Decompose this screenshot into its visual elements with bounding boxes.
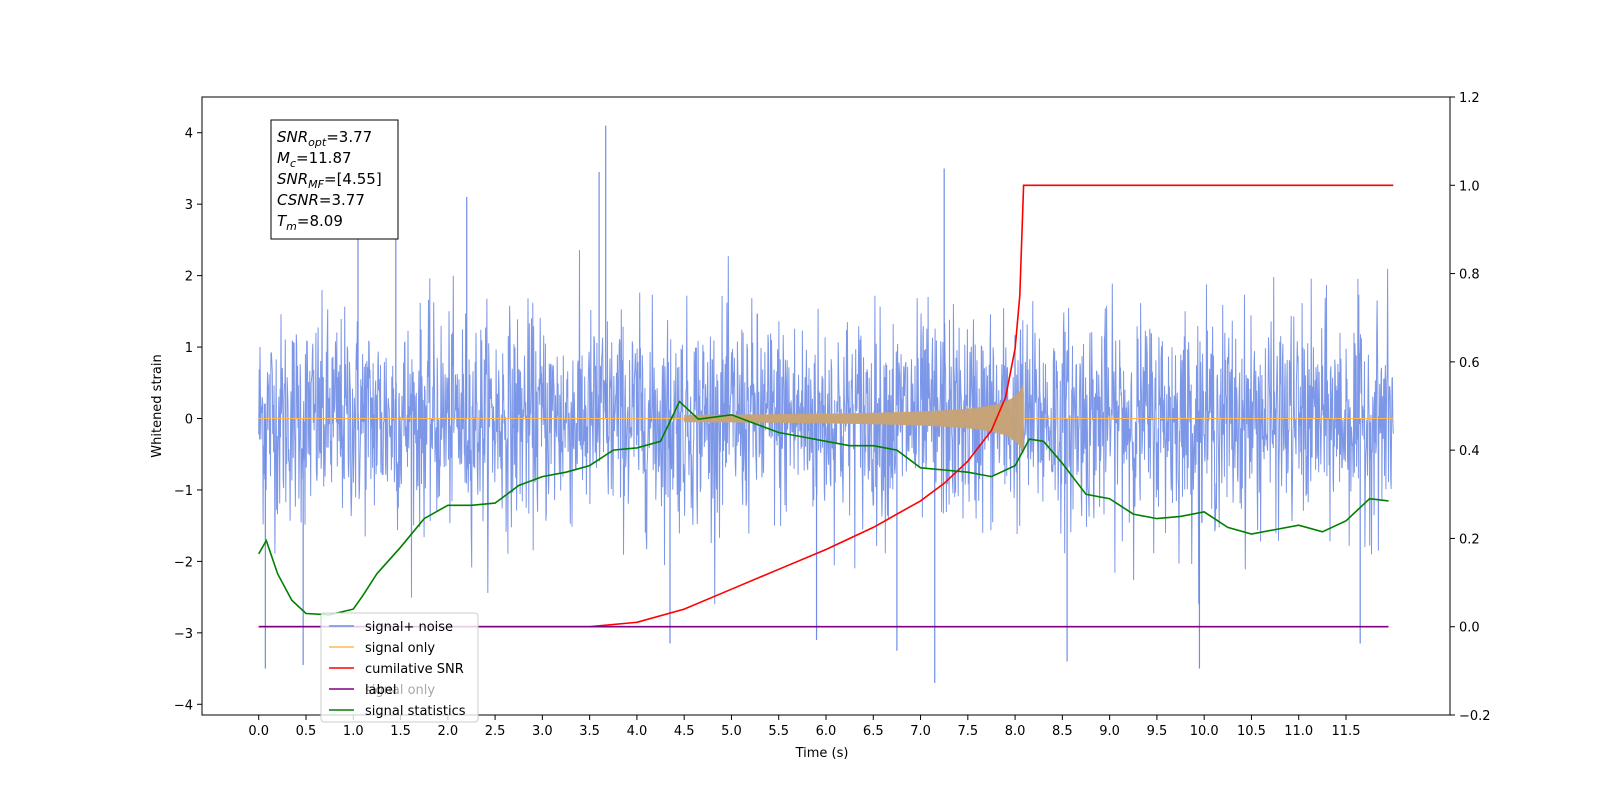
- legend-label: signal statistics: [365, 704, 466, 719]
- annotation-line: Tm=8.09: [277, 212, 343, 233]
- y-axis-right: −0.2 0.0 0.2 0.4 0.6 0.8 1.0 1.2: [1450, 91, 1491, 724]
- x-tick-label: 10.5: [1237, 724, 1266, 739]
- x-tick-label: 2.5: [485, 724, 506, 739]
- x-tick-label: 1.0: [343, 724, 364, 739]
- x-tick-label: 6.0: [816, 724, 837, 739]
- y-axis-left: −4 −3 −2 −1 0 1 2 3 4: [174, 127, 202, 713]
- x-tick-label: 3.5: [579, 724, 600, 739]
- x-tick-label: 0.0: [248, 724, 269, 739]
- x-tick-label: 9.5: [1147, 724, 1168, 739]
- annotation-subscript: m: [286, 220, 297, 233]
- x-tick-label: 11.5: [1332, 724, 1361, 739]
- x-tick-label: 7.5: [957, 724, 978, 739]
- x-tick-label: 10.0: [1190, 724, 1219, 739]
- y-right-tick-label: 1.2: [1459, 91, 1480, 106]
- legend-frame: [320, 612, 479, 723]
- y-tick-label: 2: [185, 270, 193, 285]
- annotation-subscript: c: [290, 157, 296, 170]
- x-tick-label: 4.5: [674, 724, 695, 739]
- annotation-name: SNR: [277, 128, 308, 146]
- annotation-value: =[4.55]: [324, 170, 382, 188]
- y-tick-label: −1: [174, 484, 193, 499]
- x-tick-label: 3.0: [532, 724, 553, 739]
- annotation-name: SNR: [277, 170, 308, 188]
- x-axis-label: Time (s): [795, 746, 849, 761]
- chirp-envelope: [684, 382, 1024, 455]
- legend-label: signal+ noise: [365, 620, 453, 635]
- y-tick-label: 4: [185, 127, 193, 142]
- annotation-value: =11.87: [296, 149, 352, 167]
- annotation-line: SNRMF=[4.55]: [277, 170, 382, 191]
- annotation-name: CSNR: [277, 191, 319, 209]
- annotation-value: =8.09: [297, 212, 343, 230]
- signal-statistics-line: [258, 400, 1389, 616]
- legend-label: label: [365, 683, 396, 698]
- signal-only-series: [258, 382, 1394, 455]
- legend-label: cumilative SNR: [365, 662, 464, 677]
- y-tick-label: −2: [174, 555, 193, 570]
- annotation-line: Mc=11.87: [277, 149, 352, 170]
- x-tick-label: 4.0: [627, 724, 648, 739]
- x-tick-label: 8.0: [1005, 724, 1026, 739]
- x-tick-label: 5.5: [768, 724, 789, 739]
- annotation-name: M: [277, 149, 290, 167]
- annotation-value: =3.77: [319, 191, 365, 209]
- y-tick-label: −3: [174, 627, 193, 642]
- x-tick-label: 9.0: [1099, 724, 1120, 739]
- y-right-tick-label: 0.8: [1459, 268, 1480, 283]
- y-right-tick-label: 0.6: [1459, 356, 1480, 371]
- noise-series: [258, 125, 1394, 683]
- x-tick-label: 11.0: [1284, 724, 1313, 739]
- x-tick-label: 7.0: [910, 724, 931, 739]
- y-tick-label: 0: [185, 413, 193, 428]
- cumilative-snr-line: [258, 184, 1394, 628]
- annotation-subscript: opt: [308, 136, 327, 149]
- legend-hidden-entry: signal only: [365, 683, 435, 698]
- y-right-tick-label: −0.2: [1459, 709, 1491, 724]
- y-tick-label: 1: [185, 341, 193, 356]
- annotation-name: T: [277, 212, 288, 230]
- x-tick-label: 8.5: [1052, 724, 1073, 739]
- x-tick-label: 2.0: [437, 724, 458, 739]
- y-axis-label: Whitened strain: [150, 354, 165, 457]
- x-tick-label: 6.5: [863, 724, 884, 739]
- stats-annotation-box: SNRopt=3.77Mc=11.87SNRMF=[4.55]CSNR=3.77…: [270, 119, 399, 240]
- x-axis: 0.0 0.5 1.0 1.5 2.0 2.5 3.0 3.5 4.0 4.5 5.0 5.5 6.0 6…: [248, 715, 1360, 739]
- y-right-tick-label: 1.0: [1459, 179, 1480, 194]
- y-right-tick-label: 0.4: [1459, 444, 1480, 459]
- annotation-line: SNRopt=3.77: [277, 128, 372, 149]
- x-tick-label: 1.5: [390, 724, 411, 739]
- y-right-tick-label: 0.0: [1459, 621, 1480, 636]
- annotation-line: CSNR=3.77: [277, 191, 365, 209]
- y-right-tick-label: 0.2: [1459, 532, 1480, 547]
- signal-plus-noise-line: [258, 249, 1394, 605]
- legend: signal only signal+ noise signal only cumil…: [320, 612, 479, 723]
- annotation-subscript: MF: [308, 178, 324, 191]
- legend-label: signal only: [365, 641, 435, 656]
- y-tick-label: −4: [174, 698, 193, 713]
- annotation-frame: [270, 119, 399, 240]
- x-tick-label: 0.5: [296, 724, 317, 739]
- y-tick-label: 3: [185, 198, 193, 213]
- annotation-value: =3.77: [326, 128, 372, 146]
- x-tick-label: 5.0: [721, 724, 742, 739]
